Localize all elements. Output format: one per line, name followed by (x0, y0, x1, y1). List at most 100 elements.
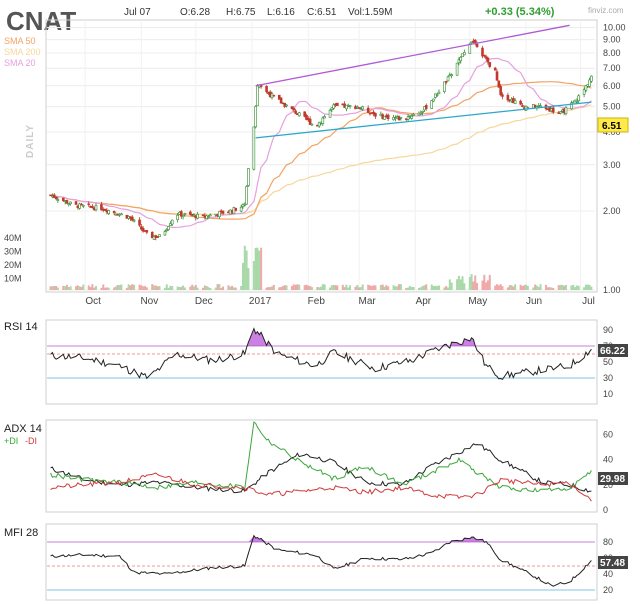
volume-bar (267, 287, 270, 290)
volume-bar (537, 287, 540, 290)
watermark: finviz.com (588, 6, 624, 15)
price-tick-label: 1.00 (603, 285, 621, 295)
volume-bar (345, 284, 348, 290)
volume-bar (387, 286, 390, 290)
candle-body (383, 116, 386, 120)
volume-bar (370, 285, 373, 290)
date-tick-label: Dec (195, 296, 213, 307)
candle-body (475, 43, 479, 48)
candle-body (107, 210, 110, 214)
candle-body (588, 79, 591, 87)
volume-bar (247, 268, 250, 290)
candle-body (330, 107, 334, 110)
candle-body (461, 53, 464, 58)
mfi-panel-frame (45, 523, 598, 601)
candle-body (279, 97, 283, 104)
volume-bar (514, 284, 517, 290)
volume-bar (394, 286, 397, 290)
volume-bar (176, 286, 179, 290)
adx-last-badge (598, 472, 628, 485)
volume-bar (114, 286, 117, 290)
sma200-line (50, 104, 592, 215)
rsi-last-badge (598, 344, 628, 357)
date-tick-label: Nov (140, 296, 158, 307)
volume-bar (89, 287, 92, 290)
candle-body (497, 80, 501, 88)
candle-body (52, 194, 56, 198)
volume-bar (76, 285, 79, 290)
candle-body (103, 208, 107, 211)
volume-bar (67, 287, 70, 290)
date-tick-label: May (468, 296, 487, 307)
candle-body (254, 106, 257, 128)
candle-body (56, 199, 60, 201)
candle-body (506, 94, 510, 101)
indicator-tick-label: 0 (603, 505, 608, 515)
volume-bar (82, 284, 85, 290)
candle-body (410, 115, 414, 119)
volume-bar (182, 285, 185, 290)
header-close: C:6.51 (307, 7, 337, 18)
volume-bar (241, 262, 244, 290)
candle-body (69, 201, 72, 205)
volume-bar (488, 274, 491, 290)
indicator-tick-label: 60 (603, 430, 613, 440)
volume-bar (265, 287, 268, 290)
candle-body (577, 95, 580, 102)
volume-bar (399, 284, 402, 290)
volume-bar (423, 285, 426, 290)
volume-bar (486, 280, 489, 290)
volume-bar (245, 250, 248, 290)
volume-bar (552, 287, 555, 290)
candle-body (495, 71, 499, 81)
overbought-fill (50, 535, 592, 542)
candle-body (521, 105, 524, 107)
volume-bar (107, 287, 110, 290)
candle-body (132, 219, 136, 222)
volume-bar (443, 287, 446, 290)
volume-bar (118, 285, 121, 290)
volume-tick-label: 40M (4, 233, 22, 243)
di-line (50, 421, 592, 493)
candle-body (443, 81, 446, 93)
volume-bar (229, 286, 232, 290)
volume-bar (559, 284, 562, 290)
volume-bar (194, 284, 197, 290)
volume-bar (53, 286, 56, 290)
volume-bar (260, 247, 263, 290)
moving-averages (50, 57, 592, 229)
volume-bar (512, 286, 515, 290)
candle-body (419, 112, 423, 115)
volume-bar (158, 286, 161, 290)
volume-bar (258, 250, 261, 290)
date-tick-label: Apr (416, 296, 432, 307)
volume-bar (329, 287, 332, 290)
volume-bar (499, 284, 502, 290)
volume-bar (178, 287, 181, 290)
volume-bar (100, 287, 103, 290)
candle-body (539, 105, 542, 108)
candle-body (294, 110, 297, 114)
mfi-last-badge (598, 556, 628, 569)
candle-body (234, 207, 238, 211)
candle-body (78, 203, 81, 209)
volume-bar (75, 286, 78, 290)
volume-bar (203, 285, 206, 290)
volume-bar (445, 286, 448, 290)
candle-body (65, 200, 69, 204)
volume-tick-label: 20M (4, 260, 22, 270)
indicator-tick-label: 20 (603, 585, 613, 595)
volume-bar (550, 287, 553, 290)
candle-body (463, 52, 466, 56)
volume-bar (323, 284, 326, 290)
indicator-tick-label: 40 (603, 569, 613, 579)
candle-body (169, 223, 172, 226)
candle-body (575, 100, 579, 103)
candle-body (80, 203, 83, 206)
candle-body (167, 226, 170, 231)
indicator-tick-label: 90 (603, 325, 613, 335)
volume-bar (80, 287, 83, 290)
candle-body (170, 219, 174, 225)
volume-bar (417, 287, 420, 290)
volume-bar (361, 284, 364, 290)
